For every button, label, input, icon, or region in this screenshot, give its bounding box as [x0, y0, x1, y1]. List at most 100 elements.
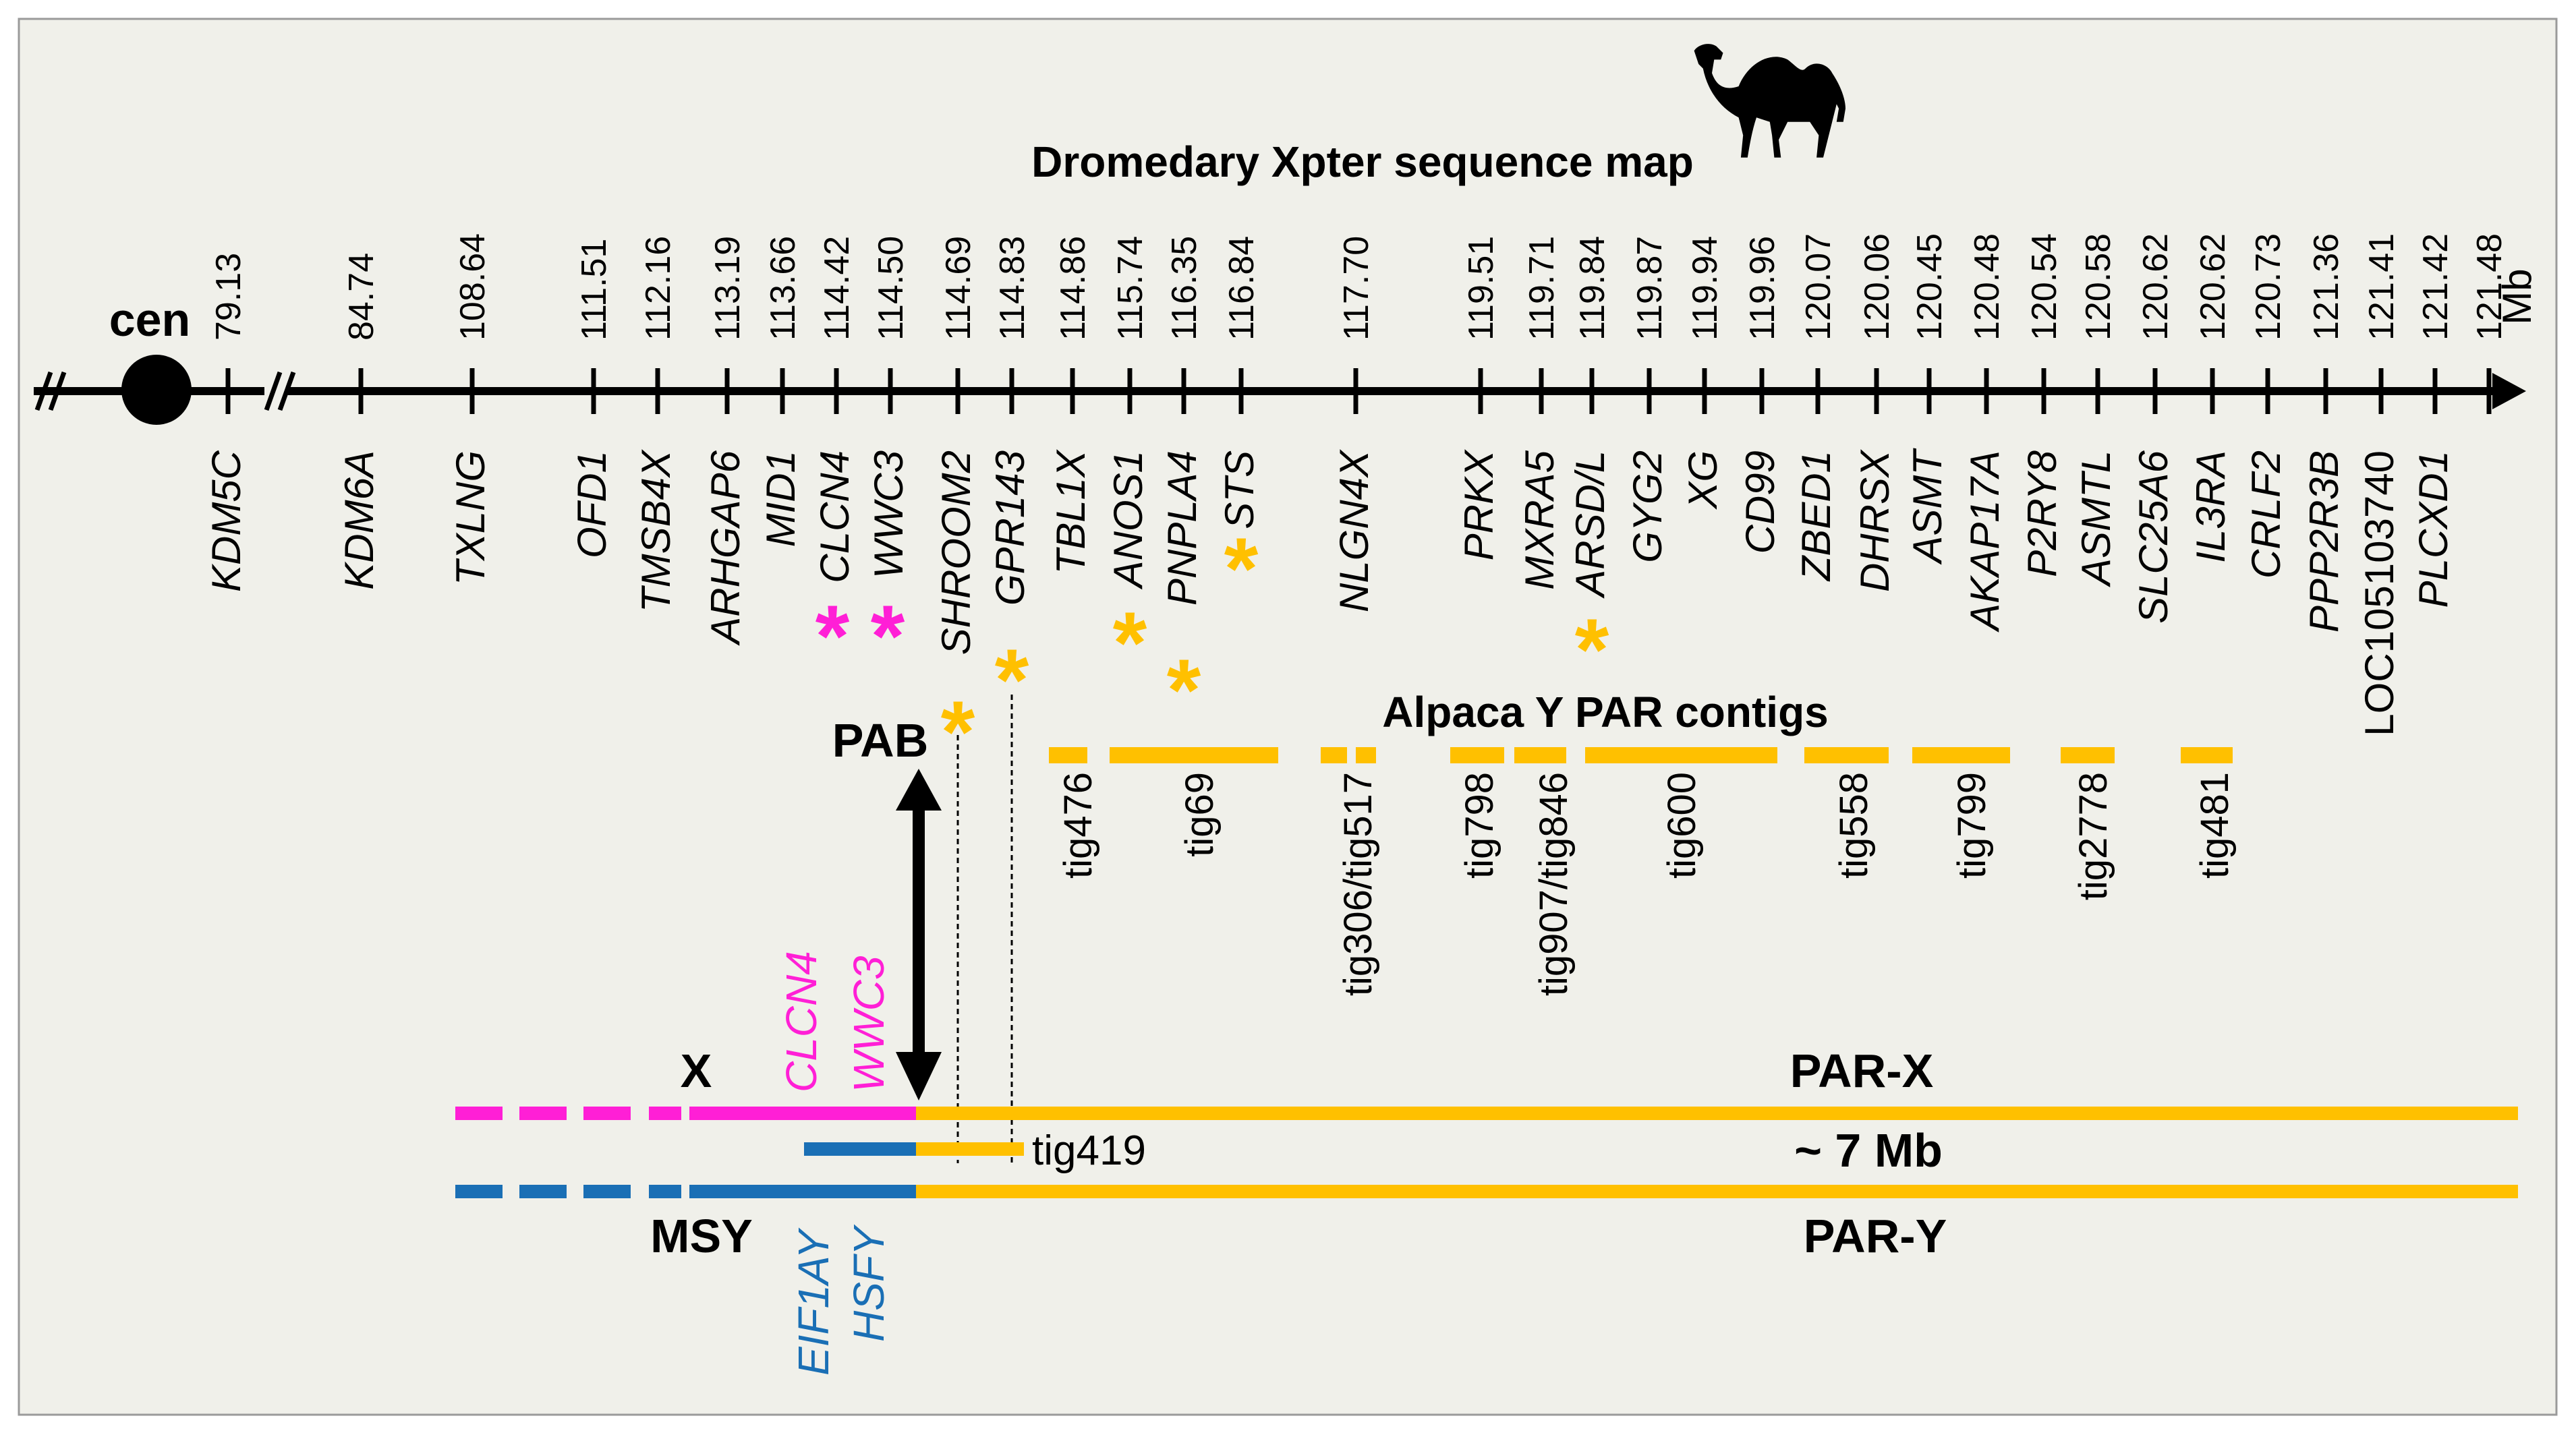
- contig-label: tig798: [1458, 772, 1501, 879]
- axis-arrowhead: [2492, 373, 2526, 409]
- position-label: 84.74: [342, 253, 381, 341]
- position-label: 117.70: [1337, 236, 1376, 341]
- gene-label: GYG2: [1625, 450, 1670, 563]
- gene-label: ANOS1: [1106, 450, 1151, 589]
- contig-bar: [1110, 747, 1278, 763]
- contig-label: tig69: [1178, 772, 1222, 857]
- gene-label: TXLNG: [448, 450, 493, 585]
- gene-label: SHROOM2: [934, 450, 979, 655]
- contig-bar: [1585, 747, 1777, 763]
- axis-break-1: [34, 371, 53, 411]
- centromere-label: cen: [109, 293, 191, 346]
- contig-layer: tig476 tig69 tig306/tig517 tig798 tig907/tig…: [1049, 747, 2237, 996]
- position-label: 119.96: [1743, 236, 1782, 341]
- position-label: 114.86: [1054, 236, 1093, 341]
- contig-bar: [1450, 747, 1504, 763]
- position-label: 119.51: [1462, 236, 1501, 341]
- position-label: 120.73: [2249, 233, 2288, 341]
- position-label: 79.13: [209, 253, 248, 341]
- tig419-label: tig419: [1032, 1127, 1146, 1174]
- position-label: 120.45: [1910, 233, 1949, 341]
- map-title: Dromedary Xpter sequence map: [1031, 138, 1694, 186]
- gene-label: ZBED1: [1794, 450, 1839, 582]
- position-label: 120.06: [1858, 233, 1897, 341]
- contig-bar: [2181, 747, 2233, 763]
- figure-panel: [18, 18, 2558, 1416]
- axis-break-2: [48, 371, 67, 411]
- position-label: 121.36: [2307, 233, 2346, 341]
- size-label: ~ 7 Mb: [1794, 1124, 1943, 1177]
- contig-bar: [2061, 747, 2115, 763]
- position-label: 119.84: [1573, 236, 1612, 341]
- gene-label: PLCXD1: [2411, 450, 2456, 608]
- gene-label: TMSB4X: [633, 449, 679, 612]
- position-label: 120.62: [2194, 233, 2233, 341]
- star-marker: *: [871, 587, 905, 685]
- contig-bar: [1912, 747, 2010, 763]
- star-marker: *: [1224, 519, 1259, 618]
- contig-label: tig481: [2193, 772, 2237, 879]
- unit-label: Mb: [2494, 268, 2540, 324]
- position-label: 115.74: [1111, 236, 1150, 341]
- contig-bar: [1049, 747, 1087, 763]
- x-chromosome-bar: [455, 1107, 2518, 1120]
- msy-label: MSY: [650, 1210, 753, 1262]
- marker-layer: 79.13 KDM5C 84.74 KDM6A 108.64 TXLNG 111.51 OFD…: [204, 233, 2509, 781]
- position-label: 111.51: [575, 239, 614, 341]
- position-label: 113.19: [708, 236, 747, 341]
- position-label: 120.48: [1968, 233, 2007, 341]
- star-marker: *: [1113, 593, 1147, 692]
- gene-label: XG: [1680, 450, 1725, 510]
- gene-label: ARSD/L: [1568, 450, 1613, 599]
- position-label: 114.83: [993, 236, 1032, 341]
- y-gene-eif1ay: EIF1AY: [789, 1227, 838, 1376]
- contig-label: tig306/tig517: [1336, 772, 1380, 996]
- gene-label: MID1: [758, 450, 803, 547]
- gene-label: AKAP17A: [1962, 450, 2007, 633]
- axis-break-4: [277, 371, 296, 411]
- contig-label: tig907/tig846: [1532, 772, 1576, 996]
- contig-label: tig558: [1832, 772, 1876, 879]
- contig-label: tig2778: [2071, 772, 2115, 900]
- axis-break-3: [264, 371, 283, 411]
- contig-label: tig799: [1950, 772, 1994, 879]
- gene-label: DHRSX: [1852, 449, 1897, 592]
- gene-label: SLC25A6: [2131, 450, 2176, 623]
- position-label: 114.42: [818, 236, 857, 341]
- position-label: 116.35: [1165, 236, 1204, 341]
- contig-bar: [1804, 747, 1889, 763]
- par-x-label: PAR-X: [1790, 1045, 1934, 1097]
- star-marker: *: [815, 587, 850, 685]
- position-label: 119.71: [1522, 236, 1562, 341]
- gene-label: PPP2R3B: [2301, 450, 2347, 633]
- y-chromosome-bar: [455, 1185, 2518, 1198]
- gene-label: ASMT: [1905, 448, 1950, 565]
- gene-label: NLGN4X: [1332, 449, 1377, 612]
- x-gene-clcn4: CLCN4: [777, 951, 826, 1092]
- gene-label: PRKX: [1456, 449, 1501, 560]
- x-label: X: [681, 1045, 712, 1097]
- gene-label: LOC105103740: [2357, 450, 2402, 736]
- camel-icon: [1694, 44, 1845, 158]
- gene-label: CD99: [1738, 450, 1783, 554]
- gene-label: GPR143: [988, 450, 1033, 606]
- gene-label: P2RY8: [2020, 450, 2065, 577]
- position-label: 108.64: [453, 233, 492, 341]
- position-label: 120.62: [2136, 233, 2175, 341]
- position-label: 114.69: [939, 236, 978, 341]
- position-label: 119.94: [1686, 236, 1725, 341]
- pab-label: PAB: [832, 714, 929, 767]
- gene-label: KDM6A: [337, 450, 382, 590]
- star-marker: *: [1167, 641, 1201, 739]
- gene-label: ARHGAP6: [703, 450, 748, 645]
- position-label: 121.41: [2362, 233, 2401, 341]
- contig-label: tig600: [1660, 772, 1704, 879]
- star-marker: *: [995, 630, 1029, 729]
- gene-label: KDM5C: [204, 450, 249, 592]
- y-gene-hsfy: HSFY: [845, 1224, 893, 1342]
- gene-label: CRLF2: [2243, 450, 2289, 579]
- gene-label: ASMTL: [2073, 450, 2119, 587]
- gene-label: WWC3: [866, 450, 911, 579]
- gene-label: IL3RA: [2188, 450, 2233, 563]
